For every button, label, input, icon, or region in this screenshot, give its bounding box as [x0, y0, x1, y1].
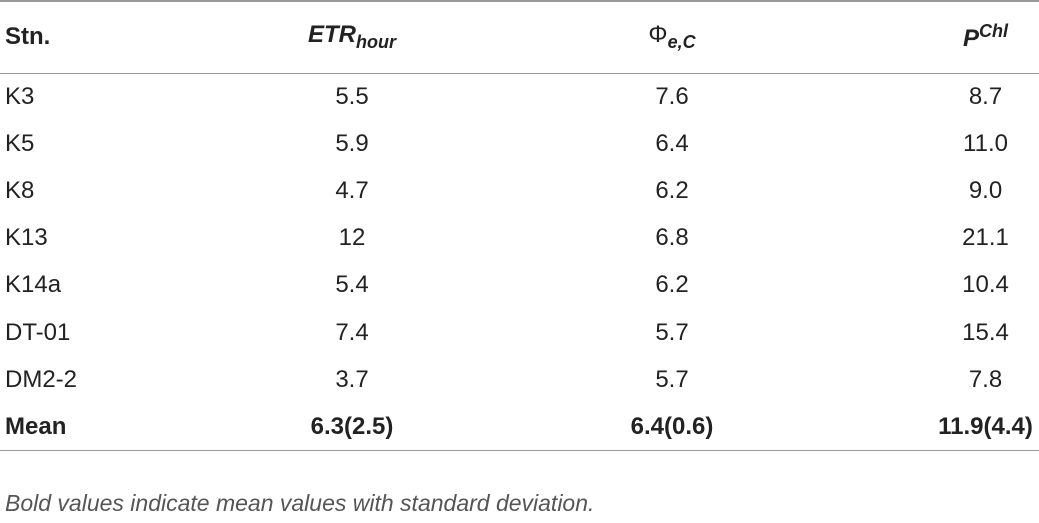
- header-cell: Stn.: [0, 1, 240, 73]
- table-body: K3 5.5 7.6 8.7 K5 5.9 6.4 11.0 K8 4.7 6.2 9.0 K13 12 6…: [0, 73, 1039, 451]
- table-cell: 10.4: [962, 271, 1009, 299]
- table-cell: 6.2: [655, 176, 689, 204]
- header-text: ETR: [308, 21, 356, 49]
- table-cell: 5.4: [335, 271, 369, 299]
- table-cell: 5.5: [335, 82, 369, 110]
- table-cell: 12: [338, 224, 366, 252]
- table-cell: 6.8: [655, 224, 689, 252]
- table-cell: K14a: [5, 271, 62, 299]
- table-row: K3 5.5 7.6 8.7: [0, 73, 1039, 120]
- table-cell: 4.7: [335, 176, 369, 204]
- table-row: K5 5.9 6.4 11.0: [0, 120, 1039, 167]
- table-cell: 7.8: [968, 365, 1003, 393]
- table-cell: K8: [5, 176, 35, 204]
- table-cell: 6.3(2.5): [310, 412, 394, 440]
- table-cell: 15.4: [962, 318, 1009, 346]
- header-cell: Φe,C: [464, 1, 880, 73]
- table-cell: 11.0: [963, 129, 1008, 157]
- table-cell: 5.7: [655, 318, 689, 346]
- table-cell: K5: [5, 129, 35, 157]
- table-cell: 5.7: [655, 365, 689, 393]
- table-cell: K13: [5, 224, 48, 252]
- table-cell: 8.7: [968, 82, 1003, 110]
- table-cell: 6.2: [655, 271, 689, 299]
- table-row: DT-01 7.4 5.7 15.4: [0, 309, 1039, 356]
- header-subscript: hour: [356, 32, 396, 53]
- table-cell: Mean: [5, 412, 67, 440]
- header-text: P: [962, 25, 979, 53]
- table-cell: 5.9: [335, 129, 369, 157]
- header-superscript: Chl: [979, 21, 1008, 42]
- table-header: Stn. ETRhour Φe,C PChl: [0, 1, 1039, 73]
- header-subscript: e,C: [667, 32, 696, 53]
- header-text: Φ: [648, 21, 668, 49]
- header-row: Stn. ETRhour Φe,C PChl: [0, 1, 1039, 73]
- mean-row: Mean 6.3(2.5) 6.4(0.6) 11.9(4.4): [0, 403, 1039, 451]
- header-cell: ETRhour: [240, 1, 464, 73]
- table-cell: 9.0: [968, 176, 1003, 204]
- table-cell: K3: [5, 82, 35, 110]
- footnote: Bold values indicate mean values with st…: [5, 490, 595, 516]
- header-cell: PChl: [880, 1, 1039, 73]
- table-row: K14a 5.4 6.2 10.4: [0, 262, 1039, 309]
- table-cell: 6.4: [655, 129, 689, 157]
- table-cell: 7.6: [655, 82, 689, 110]
- table-row: K8 4.7 6.2 9.0: [0, 167, 1039, 214]
- table-cell: 6.4(0.6): [630, 412, 714, 440]
- header-text: Stn.: [5, 23, 51, 51]
- table-cell: DT-01: [5, 318, 71, 346]
- table-cell: DM2-2: [5, 365, 78, 393]
- table-cell: 11.9(4.4): [938, 412, 1033, 440]
- table-cell: 21.1: [962, 224, 1009, 252]
- table-row: DM2-2 3.7 5.7 7.8: [0, 356, 1039, 403]
- table-cell: 7.4: [335, 318, 369, 346]
- table-row: K13 12 6.8 21.1: [0, 215, 1039, 262]
- table-cell: 3.7: [335, 365, 369, 393]
- data-table: Stn. ETRhour Φe,C PChl K3 5.5 7.6 8.7 K5 5.9 6…: [0, 1, 1039, 451]
